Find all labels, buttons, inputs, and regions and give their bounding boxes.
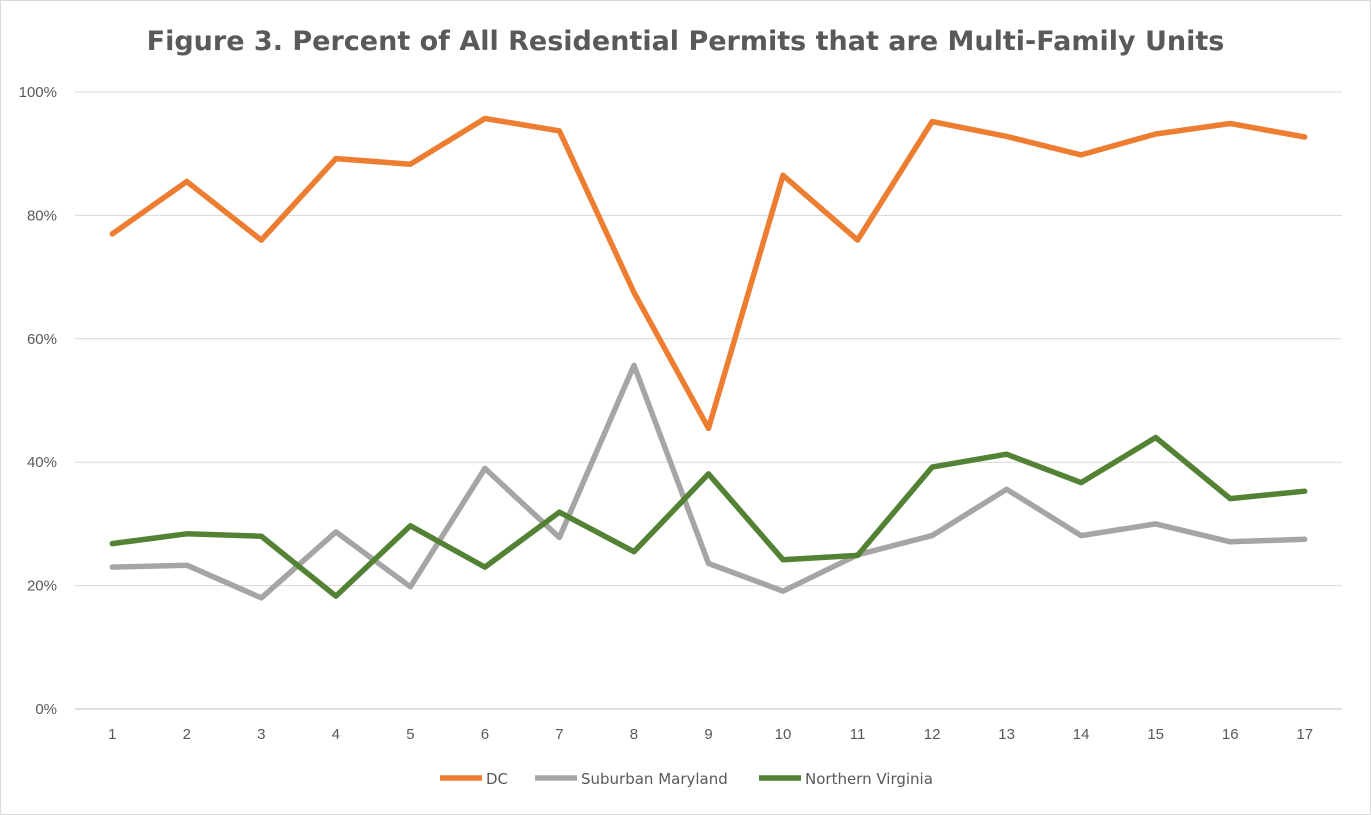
x-tick-label: 17	[1296, 726, 1313, 743]
legend-label: DC	[486, 770, 508, 788]
legend-label: Suburban Maryland	[581, 770, 728, 788]
legend: DC Suburban Maryland Northern Virginia	[440, 770, 933, 788]
x-tick-label: 9	[704, 726, 712, 743]
x-tick-label: 1	[108, 726, 116, 743]
x-tick-label: 14	[1073, 726, 1090, 743]
y-tick-label: 40%	[27, 454, 57, 471]
y-tick-label: 60%	[27, 331, 57, 348]
x-tick-label: 2	[183, 726, 191, 743]
x-axis-ticks: 1 2 3 4 5 6 7 8 9 10 11 12 13 14 15 16 17	[108, 726, 1313, 743]
x-tick-label: 12	[924, 726, 941, 743]
gridlines	[75, 91, 1342, 710]
x-tick-label: 16	[1222, 726, 1239, 743]
series-line-dc	[109, 115, 1308, 432]
x-tick-label: 10	[775, 726, 792, 743]
x-tick-label: 4	[332, 726, 340, 743]
chart-title: Figure 3. Percent of All Residential Per…	[146, 26, 1225, 57]
y-tick-label: 0%	[35, 701, 57, 718]
x-tick-label: 7	[555, 726, 563, 743]
y-tick-label: 20%	[27, 578, 57, 595]
y-axis-ticks: 0% 20% 40% 60% 80% 100%	[19, 84, 57, 718]
y-tick-label: 100%	[19, 84, 57, 101]
x-tick-label: 5	[406, 726, 414, 743]
x-tick-label: 13	[998, 726, 1015, 743]
x-tick-label: 6	[481, 726, 489, 743]
x-tick-label: 8	[630, 726, 638, 743]
x-tick-label: 11	[850, 726, 866, 743]
series-lines	[109, 115, 1308, 601]
y-tick-label: 80%	[27, 207, 57, 224]
legend-label: Northern Virginia	[805, 770, 933, 788]
x-tick-label: 3	[257, 726, 265, 743]
x-tick-label: 15	[1147, 726, 1164, 743]
